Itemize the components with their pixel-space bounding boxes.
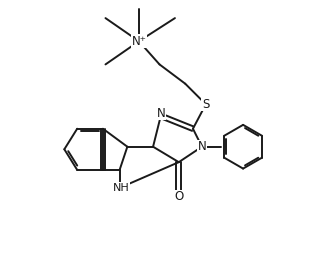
Text: N: N (156, 107, 165, 120)
Text: N: N (197, 140, 206, 153)
Text: S: S (202, 98, 210, 111)
Text: NH: NH (113, 183, 129, 193)
Text: O: O (174, 190, 183, 203)
Text: N⁺: N⁺ (131, 35, 146, 48)
